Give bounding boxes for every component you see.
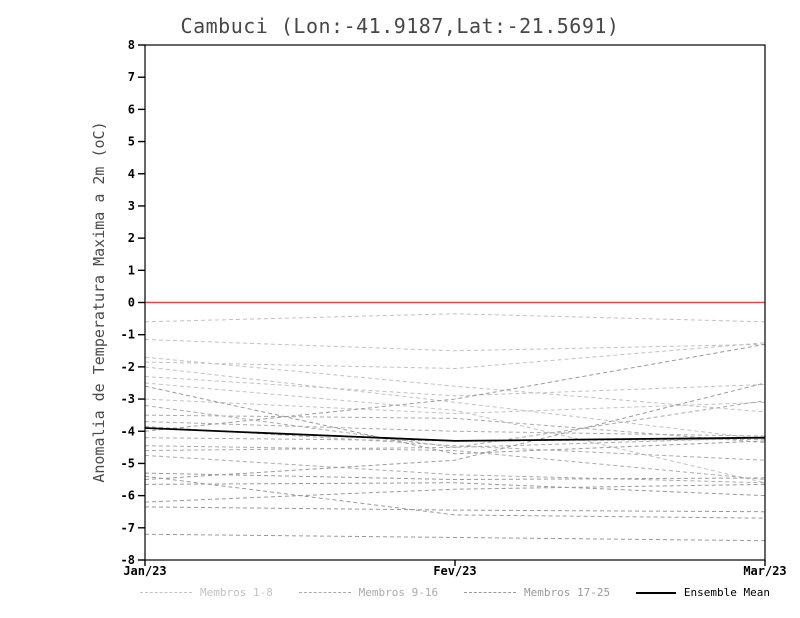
ensemble-member-line	[144, 472, 766, 481]
ensemble-mean-line	[144, 427, 766, 442]
ensemble-member-line	[144, 425, 766, 461]
y-tick-label: -8	[121, 553, 135, 567]
y-tick-label: -2	[121, 360, 135, 374]
legend-item-membros-1-8: Membros 1-8	[140, 586, 273, 599]
y-tick-label: 5	[128, 135, 135, 149]
y-tick-label: 4	[128, 167, 135, 181]
y-tick-label: -7	[121, 521, 135, 535]
ensemble-member-line	[144, 313, 766, 323]
y-tick-label: -4	[121, 424, 135, 438]
legend-item-membros-9-16: Membros 9-16	[298, 586, 439, 599]
ensemble-member-line	[144, 482, 766, 497]
ensemble-member-line	[144, 454, 766, 484]
y-tick-label: 1	[128, 263, 135, 277]
y-tick-label: 6	[128, 102, 135, 116]
ensemble-member-line	[144, 376, 766, 397]
y-tick-label: -3	[121, 392, 135, 406]
ensemble-member-line	[144, 445, 766, 481]
ensemble-member-line	[144, 342, 766, 369]
legend-item-membros-17-25: Membros 17-25	[463, 586, 611, 599]
ensemble-member-line	[144, 475, 766, 519]
ensemble-member-line	[144, 356, 766, 413]
ensemble-member-line	[144, 421, 766, 437]
chart-title: Cambuci (Lon:-41.9187,Lat:-21.5691)	[180, 14, 620, 38]
legend-label: Membros 17-25	[523, 586, 611, 599]
ensemble-member-line	[144, 483, 766, 503]
legend-item-ensemble-mean: Ensemble Mean	[635, 586, 770, 599]
ensemble-member-line	[144, 382, 766, 481]
ensemble-member-line	[144, 343, 766, 432]
legend-label: Membros 1-8	[200, 586, 273, 599]
ensemble-member-line	[144, 405, 766, 448]
legend-label: Membros 9-16	[358, 586, 439, 599]
y-tick-label: 3	[128, 199, 135, 213]
ensemble-member-line	[144, 533, 766, 542]
ensemble-member-line	[144, 414, 766, 444]
dashed-line-swatch	[463, 592, 516, 593]
y-tick-label: -5	[121, 456, 135, 470]
x-tick-label-jan: Jan/23	[123, 564, 166, 578]
ensemble-member-line	[144, 339, 766, 352]
y-tick-label: 2	[128, 231, 135, 245]
ensemble-member-line	[144, 382, 766, 484]
x-tick-label-fev: Fev/23	[433, 564, 476, 578]
solid-line-swatch	[635, 591, 676, 594]
dashed-line-swatch	[298, 592, 351, 593]
y-tick-label: -6	[121, 489, 135, 503]
ensemble-member-line	[144, 385, 766, 455]
legend-label: Ensemble Mean	[683, 586, 770, 599]
ensemble-member-line	[144, 400, 766, 452]
ensemble-member-line	[144, 398, 766, 415]
y-tick-label: -1	[121, 328, 135, 342]
ensemble-member-line	[144, 366, 766, 440]
chart-legend: Membros 1-8 Membros 9-16 Membros 17-25 E…	[140, 586, 770, 599]
y-tick-label: 7	[128, 70, 135, 84]
x-tick-label-mar: Mar/23	[743, 564, 786, 578]
y-tick-label: 0	[128, 296, 135, 310]
ensemble-member-line	[144, 506, 766, 513]
dashed-line-swatch	[140, 592, 192, 593]
y-tick-label: 8	[128, 38, 135, 52]
